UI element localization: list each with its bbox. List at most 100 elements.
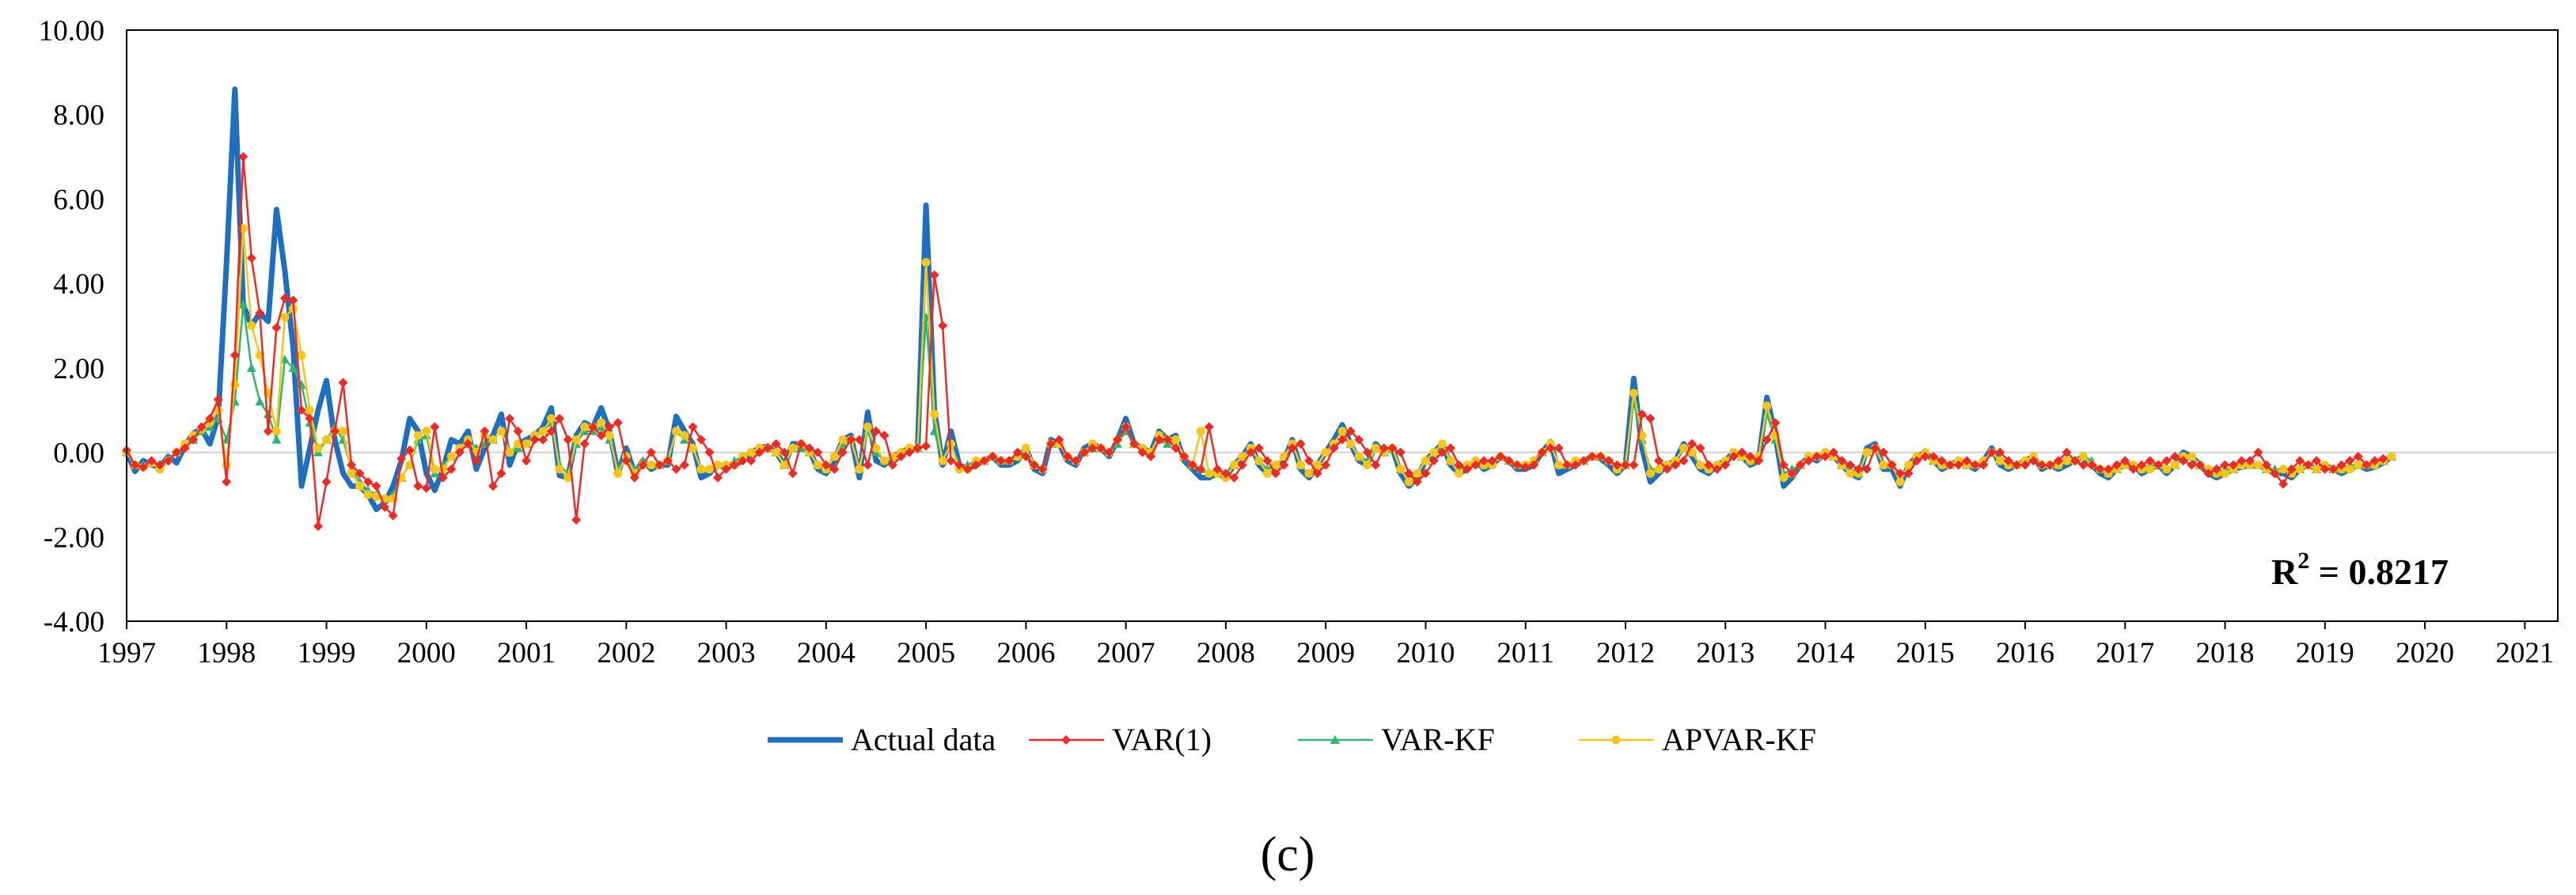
data-point-var1 xyxy=(2153,460,2164,470)
data-point-var1 xyxy=(1362,447,1372,457)
data-point-var1 xyxy=(480,426,490,436)
data-point-apvarkf xyxy=(1554,461,1564,470)
data-point-var1 xyxy=(2045,460,2055,470)
data-point-var1 xyxy=(738,456,748,466)
data-point-var1 xyxy=(330,426,340,436)
data-point-apvarkf xyxy=(422,427,431,436)
data-point-apvarkf xyxy=(2345,465,2354,474)
data-point-var1 xyxy=(579,438,590,449)
data-point-var1 xyxy=(1929,451,1939,461)
data-point-apvarkf xyxy=(1446,456,1455,465)
data-point-var1 xyxy=(2312,456,2322,466)
r-squared-annotation: R2 = 0.8217 xyxy=(2271,548,2449,592)
data-point-var1 xyxy=(1262,456,1273,466)
data-point-var1 xyxy=(887,460,897,470)
data-point-var1 xyxy=(1004,456,1015,466)
data-point-var1 xyxy=(1953,460,1963,470)
y-axis: -4.00 -2.00 0.00 2.00 4.00 6.00 8.00 10.00 xyxy=(39,15,104,639)
data-point-var1 xyxy=(571,514,582,525)
data-point-var1 xyxy=(1603,456,1614,466)
data-point-var1 xyxy=(1920,451,1930,461)
data-point-var1 xyxy=(438,472,448,483)
r-squared-superscript: 2 xyxy=(2297,548,2309,574)
data-point-var1 xyxy=(796,438,806,449)
y-tick-label: 0.00 xyxy=(53,438,104,470)
data-point-apvarkf xyxy=(1629,389,1638,398)
data-point-var1 xyxy=(1671,460,1681,470)
data-point-apvarkf xyxy=(571,435,581,445)
data-point-var1 xyxy=(538,434,548,445)
data-point-var1 xyxy=(754,447,764,457)
data-point-var1 xyxy=(380,502,390,512)
data-point-var1 xyxy=(1554,443,1564,453)
data-point-var1 xyxy=(296,405,306,415)
data-point-apvarkf xyxy=(1654,465,1664,474)
data-point-var1 xyxy=(172,447,182,457)
data-point-apvarkf xyxy=(647,461,656,470)
data-point-apvarkf xyxy=(2295,465,2305,474)
data-point-var1 xyxy=(1579,456,1589,466)
data-point-var1 xyxy=(921,441,931,451)
data-point-var1 xyxy=(1828,447,1838,457)
data-point-var1 xyxy=(1196,464,1206,474)
data-point-var1 xyxy=(1520,462,1531,472)
data-point-apvarkf xyxy=(2387,452,2396,461)
data-point-apvarkf xyxy=(563,473,573,483)
data-point-var1 xyxy=(979,456,989,466)
data-point-var1 xyxy=(2187,460,2197,470)
data-point-var1 xyxy=(646,447,656,457)
x-tick-label: 2012 xyxy=(1596,637,1655,669)
data-point-var1 xyxy=(2161,456,2172,466)
data-point-var1 xyxy=(1395,447,1406,457)
data-point-apvarkf xyxy=(1196,427,1205,436)
data-point-var1 xyxy=(463,438,473,449)
x-tick-label: 2005 xyxy=(897,637,955,669)
data-point-var1 xyxy=(288,295,298,305)
legend-item-varkf: VAR-KF xyxy=(1298,722,1495,757)
data-point-var1 xyxy=(1512,460,1523,470)
data-point-var1 xyxy=(1912,456,1922,466)
data-point-apvarkf xyxy=(2354,461,2363,470)
series-var1 xyxy=(122,152,2388,531)
data-point-var1 xyxy=(1254,443,1264,453)
x-tick-label: 2016 xyxy=(1996,637,2054,669)
data-point-var1 xyxy=(2278,479,2289,489)
data-point-var1 xyxy=(2286,464,2297,474)
data-point-var1 xyxy=(1778,460,1789,470)
y-tick-label: 2.00 xyxy=(53,353,104,385)
x-tick-label: 2010 xyxy=(1396,637,1455,669)
data-point-varkf xyxy=(246,362,256,372)
data-point-apvarkf xyxy=(2170,461,2180,470)
data-point-apvarkf xyxy=(1171,435,1181,445)
data-point-var1 xyxy=(613,418,623,428)
data-point-var1 xyxy=(279,293,290,303)
data-point-apvarkf xyxy=(1995,456,2005,465)
data-point-apvarkf xyxy=(522,439,531,449)
data-point-var1 xyxy=(2378,453,2388,464)
data-point-var1 xyxy=(2320,464,2330,474)
data-point-var1 xyxy=(1795,460,1805,470)
data-point-var1 xyxy=(529,434,540,445)
data-point-var1 xyxy=(321,476,332,487)
data-point-var1 xyxy=(488,481,498,491)
data-point-var1 xyxy=(879,430,890,441)
x-axis: 1997 1998 1999 2000 2001 2002 2003 2004 2005 2006… xyxy=(97,621,2554,669)
data-point-var1 xyxy=(846,434,856,445)
data-point-var1 xyxy=(787,468,798,479)
data-point-apvarkf xyxy=(446,452,456,461)
data-point-var1 xyxy=(1762,434,1772,445)
data-point-var1 xyxy=(954,460,965,470)
data-point-var1 xyxy=(1329,443,1339,453)
data-point-var1 xyxy=(2145,456,2155,466)
data-point-apvarkf xyxy=(2145,465,2155,474)
data-point-apvarkf xyxy=(1846,468,1855,478)
data-point-var1 xyxy=(912,443,923,453)
data-point-var1 xyxy=(1220,468,1231,479)
data-point-apvarkf xyxy=(1904,461,1914,470)
data-point-var1 xyxy=(2012,460,2022,470)
data-point-var1 xyxy=(2095,464,2105,474)
data-point-apvarkf xyxy=(580,423,590,432)
data-point-varkf xyxy=(238,299,248,309)
data-point-var1 xyxy=(1745,451,1755,461)
